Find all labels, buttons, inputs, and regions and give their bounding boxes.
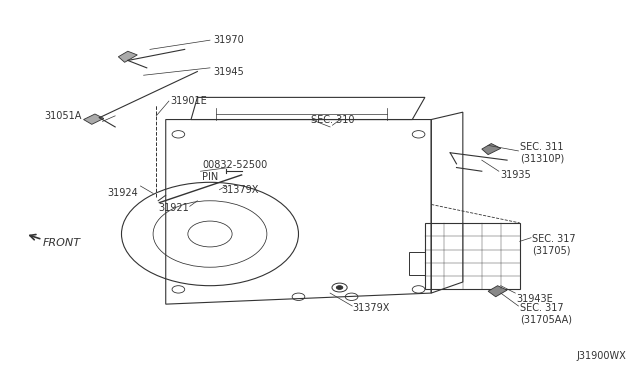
Text: SEC. 317
(31705AA): SEC. 317 (31705AA) <box>520 302 572 324</box>
Circle shape <box>337 286 343 289</box>
Text: J31900WX: J31900WX <box>577 351 627 361</box>
Polygon shape <box>488 286 507 297</box>
Text: SEC. 317
(31705): SEC. 317 (31705) <box>532 234 576 256</box>
Text: 31924: 31924 <box>108 188 138 198</box>
Bar <box>425 223 520 289</box>
Text: 31379X: 31379X <box>221 185 259 195</box>
Text: 31051A: 31051A <box>44 111 82 121</box>
Text: 31970: 31970 <box>213 35 244 45</box>
Text: SEC. 311
(31310P): SEC. 311 (31310P) <box>520 142 564 164</box>
Polygon shape <box>482 144 500 155</box>
Text: 31379X: 31379X <box>352 303 390 313</box>
Text: 31935: 31935 <box>500 170 531 180</box>
Text: 31921: 31921 <box>158 203 189 213</box>
Polygon shape <box>118 51 138 62</box>
Text: FRONT: FRONT <box>42 238 81 248</box>
Text: 31901E: 31901E <box>171 96 207 106</box>
Text: 31945: 31945 <box>213 67 244 77</box>
Polygon shape <box>84 114 104 124</box>
Text: SEC. 310: SEC. 310 <box>311 115 355 125</box>
Text: 31943E: 31943E <box>516 294 554 304</box>
Text: 00832-52500
PIN: 00832-52500 PIN <box>202 160 268 182</box>
